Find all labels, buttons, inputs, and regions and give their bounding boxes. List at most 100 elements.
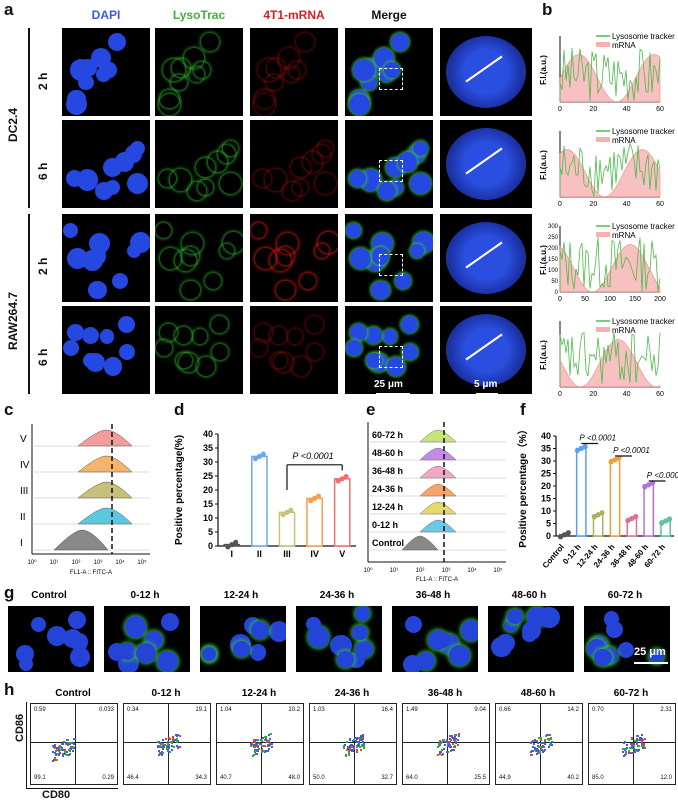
x-tick-label: 100	[604, 296, 616, 303]
event-dot	[453, 745, 456, 748]
event-dot	[61, 754, 64, 757]
event-dot	[355, 746, 358, 749]
quadrant-hline	[589, 742, 675, 743]
micrograph-r4-c5	[440, 306, 532, 394]
quadrant-value-ll: 85.0	[592, 775, 604, 781]
y-tick-label: 0	[546, 531, 551, 541]
x-tick-label: 150	[629, 296, 641, 303]
flow-title: 60-72 h	[613, 688, 649, 699]
event-dot	[453, 738, 456, 741]
event-dot	[53, 752, 56, 755]
micrograph-r3-c5	[440, 214, 532, 302]
event-dot	[637, 735, 640, 738]
event-dot	[256, 738, 259, 741]
micrograph-r2-c3	[250, 120, 338, 208]
event-dot	[52, 751, 55, 754]
event-dot	[260, 743, 263, 746]
x-tick-label: 20	[589, 201, 597, 208]
event-dot	[542, 750, 545, 753]
cell	[63, 222, 78, 238]
event-dot	[157, 754, 160, 757]
event-dot	[258, 741, 261, 744]
event-dot	[250, 745, 252, 748]
cell	[251, 340, 267, 356]
event-dot	[641, 741, 644, 744]
y-tick-label: 300	[548, 224, 559, 230]
staining-title: 60-72 h	[607, 590, 643, 601]
event-dot	[165, 738, 168, 741]
y-tick-label: 0	[555, 290, 559, 296]
x-tick-label: 0	[558, 296, 562, 303]
y-tick-label: 10	[541, 506, 551, 516]
event-dot	[632, 752, 635, 754]
event-dot	[362, 733, 365, 736]
event-dot	[69, 747, 72, 750]
event-dot	[631, 746, 634, 749]
event-dot	[165, 747, 168, 750]
flow-scatter-7: 0.70 2.31 85.0 12.0	[588, 703, 676, 785]
x-tick-label: 10⁴	[115, 559, 125, 566]
event-dot	[355, 741, 358, 744]
micrograph-r1-c1	[62, 28, 150, 116]
group-bracket-dc24	[28, 28, 30, 208]
cell	[62, 340, 79, 357]
x-axis-label: FL1-A :: FITC-A	[416, 577, 458, 583]
cell	[349, 169, 367, 188]
data-point	[312, 495, 318, 501]
scale-label-merge: 25 μm	[374, 379, 403, 390]
event-dot	[269, 741, 272, 744]
event-dot	[442, 738, 445, 741]
flow-scatter-2: 0.34 19.1 46.4 34.3	[123, 703, 211, 785]
cell	[223, 141, 239, 157]
p-value-label: P <0.0001	[647, 471, 678, 480]
x-tick-label: 10²	[416, 568, 425, 574]
cell	[258, 59, 280, 81]
cell	[136, 643, 157, 664]
cell	[401, 316, 419, 334]
event-dot	[353, 739, 356, 742]
x-tick-label: 20	[589, 106, 597, 113]
event-dot	[270, 746, 273, 749]
micrograph-r3-c2	[155, 214, 243, 302]
cell	[114, 152, 135, 172]
quadrant-value-ul: 1.03	[313, 707, 325, 713]
flow-title: 24-36 h	[334, 688, 370, 699]
event-dot	[626, 746, 629, 749]
event-dot	[61, 748, 64, 751]
lyso-trace	[559, 237, 661, 292]
event-dot	[171, 742, 174, 745]
quadrant-value-lr: 12.0	[660, 775, 672, 781]
event-dot	[627, 750, 630, 753]
cell	[448, 644, 470, 666]
event-dot	[623, 742, 626, 745]
event-dot	[643, 744, 646, 747]
cell	[65, 93, 88, 116]
event-dot	[172, 740, 175, 743]
y-axis-label: F.I.(a.u.)	[539, 150, 548, 180]
event-dot	[447, 742, 450, 745]
event-dot	[533, 746, 536, 749]
cell	[355, 606, 370, 621]
staining-image-2	[104, 606, 190, 672]
event-dot	[166, 749, 169, 752]
event-dot	[178, 746, 181, 749]
event-dot	[359, 735, 362, 738]
event-dot	[168, 736, 171, 739]
data-point	[574, 447, 580, 454]
event-dot	[636, 741, 639, 744]
event-dot	[545, 733, 548, 736]
event-dot	[624, 753, 627, 756]
event-dot	[539, 748, 542, 751]
event-dot	[56, 753, 59, 756]
cell	[87, 280, 107, 300]
cell	[95, 181, 114, 200]
event-dot	[547, 737, 550, 740]
cell	[350, 324, 367, 341]
group-label: V	[20, 434, 27, 445]
event-dot	[261, 749, 264, 752]
event-dot	[640, 734, 643, 737]
event-dot	[161, 751, 164, 754]
event-dot	[449, 740, 452, 743]
event-dot	[347, 748, 350, 751]
